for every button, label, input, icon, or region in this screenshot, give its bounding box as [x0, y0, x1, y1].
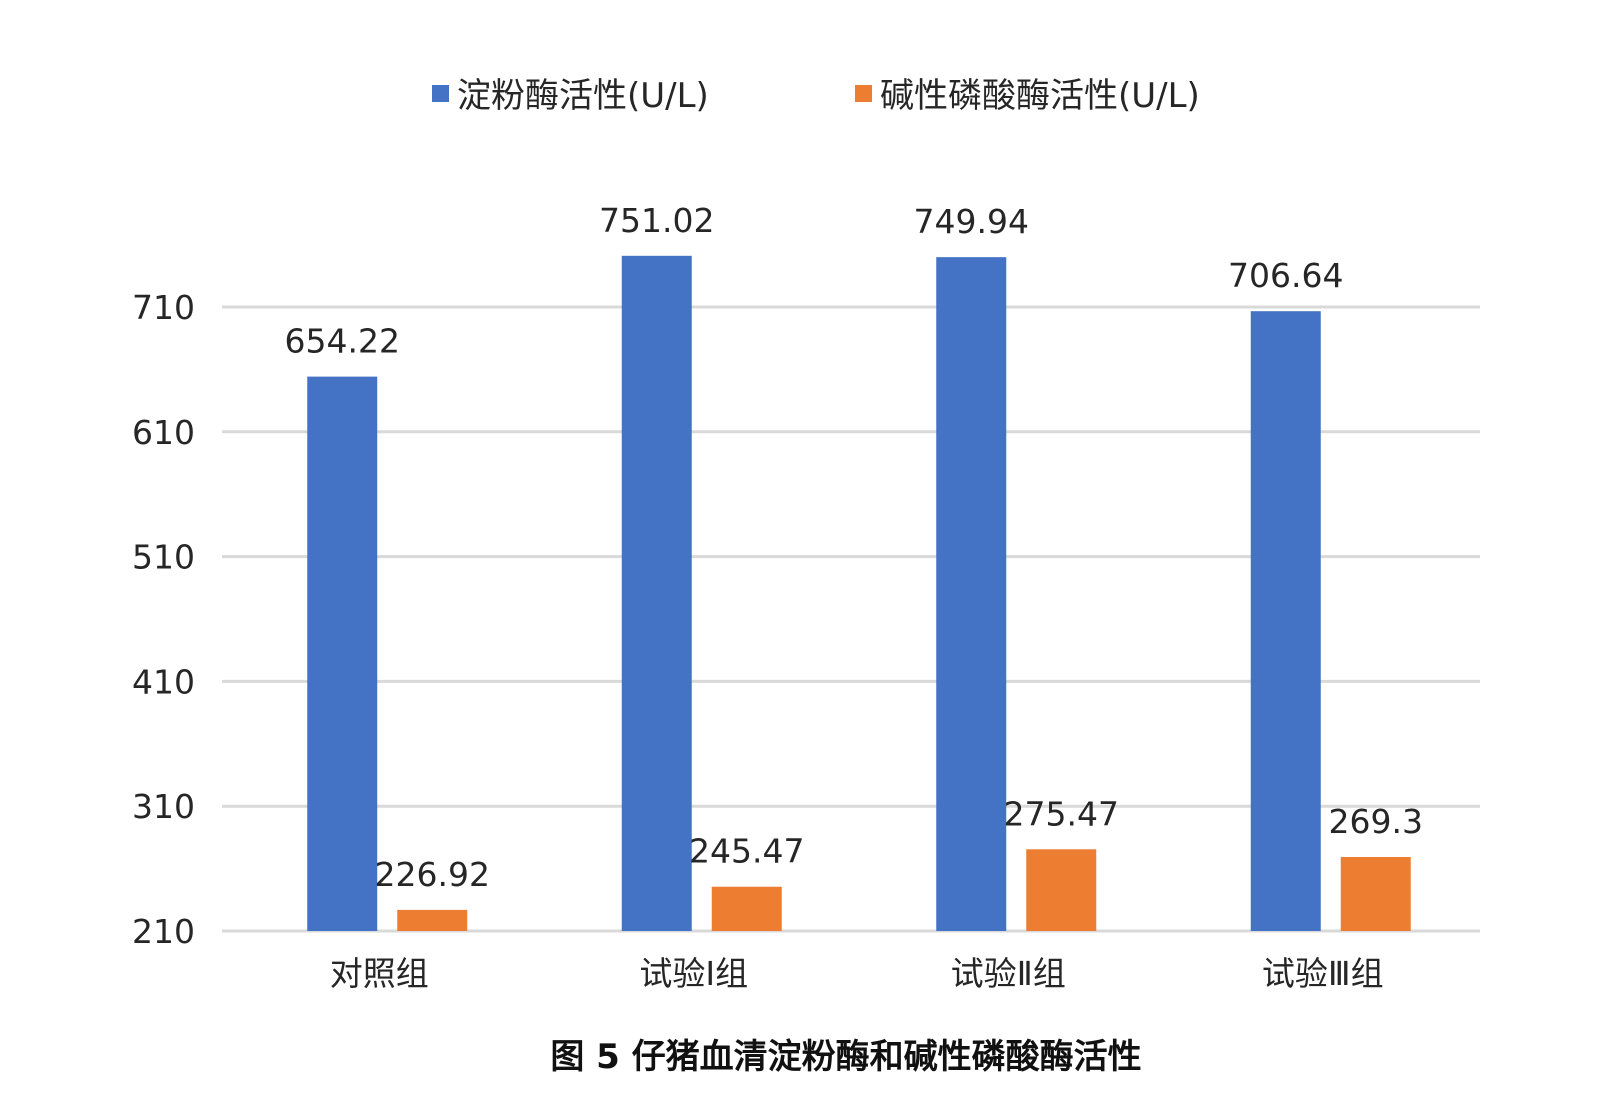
y-tick-label-410: 410: [132, 662, 195, 701]
x-category-label-1: 对照组: [330, 954, 429, 993]
data-labels: 654.22 226.92 751.02 245.47 749.94 275.47 706.…: [285, 201, 1423, 894]
bars: [307, 255, 1411, 932]
y-axis-tick-labels: 210 310 410 510 610 710: [132, 288, 195, 951]
data-label-alkaline-phosphatase-4: 269.3: [1329, 802, 1423, 841]
x-axis-category-labels: 对照组 试验Ⅰ组 试验Ⅱ组 试验Ⅲ组: [330, 954, 1384, 993]
y-tick-label-210: 210: [132, 912, 195, 951]
data-label-alkaline-phosphatase-2: 245.47: [689, 832, 804, 871]
y-tick-label-710: 710: [132, 288, 195, 327]
bar-alkaline-phosphatase-4: [1340, 856, 1411, 931]
figure-caption: 图 5 仔猪血清淀粉酶和碱性磷酸酶活性: [550, 1037, 1141, 1077]
bar-amylase-4: [1250, 311, 1321, 932]
data-label-alkaline-phosphatase-1: 226.92: [375, 855, 490, 894]
data-label-amylase-1: 654.22: [285, 322, 400, 361]
x-category-label-3: 试验Ⅱ组: [951, 954, 1066, 993]
legend-swatch-amylase: [432, 85, 449, 102]
data-label-amylase-3: 749.94: [914, 202, 1029, 241]
y-tick-label-610: 610: [132, 413, 195, 452]
data-label-alkaline-phosphatase-3: 275.47: [1004, 794, 1119, 833]
bar-amylase-1: [307, 376, 378, 932]
x-category-label-2: 试验Ⅰ组: [639, 954, 748, 993]
bar-alkaline-phosphatase-3: [1026, 849, 1097, 931]
bar-amylase-3: [936, 257, 1007, 931]
data-label-amylase-2: 751.02: [599, 201, 714, 240]
bar-alkaline-phosphatase-2: [711, 886, 782, 931]
bar-amylase-2: [621, 255, 692, 932]
legend-label-alkaline-phosphatase: 碱性磷酸酶活性(U/L): [880, 76, 1200, 116]
y-tick-label-310: 310: [132, 787, 195, 826]
bar-alkaline-phosphatase-1: [397, 909, 468, 931]
legend-swatch-alkaline-phosphatase: [855, 85, 872, 102]
y-tick-label-510: 510: [132, 538, 195, 577]
legend-label-amylase: 淀粉酶活性(U/L): [457, 76, 709, 116]
x-category-label-4: 试验Ⅲ组: [1262, 954, 1384, 993]
data-label-amylase-4: 706.64: [1228, 256, 1343, 295]
legend: 淀粉酶活性(U/L) 碱性磷酸酶活性(U/L): [432, 76, 1200, 116]
